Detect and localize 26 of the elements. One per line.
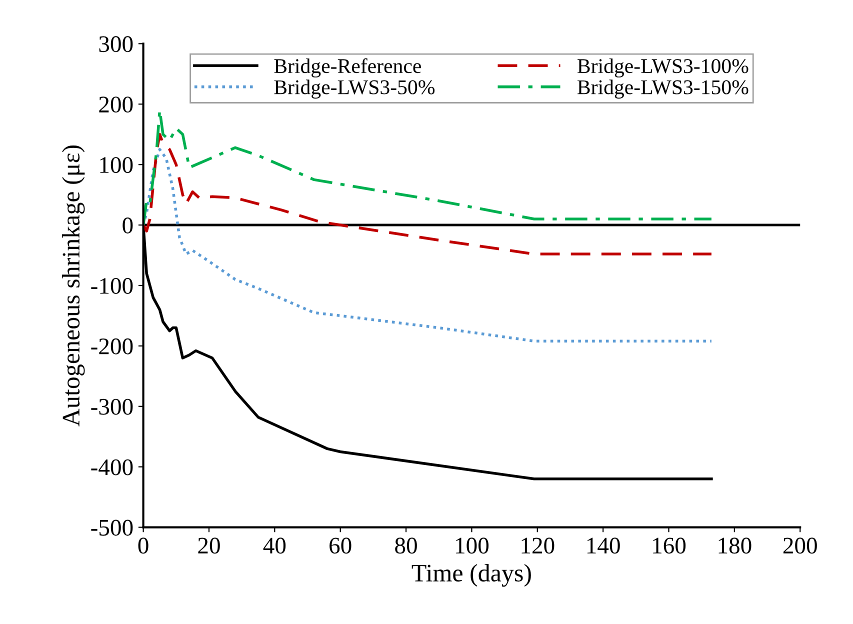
y-tick-label: -400 [91, 459, 133, 476]
legend-label: Bridge-LWS3-150% [578, 80, 748, 99]
legend-label: Bridge-LWS3-50% [274, 80, 435, 99]
y-tick-label: 200 [99, 96, 133, 113]
x-tick-label: 200 [783, 538, 817, 554]
legend-label: Bridge-Reference [274, 58, 421, 78]
y-axis-title: Autogeneous shrinkage (με) [62, 146, 85, 426]
y-tick-label: -100 [91, 278, 133, 294]
y-tick-label: 0 [122, 218, 133, 234]
legend-label: Bridge-LWS3-100% [578, 58, 748, 78]
x-tick-label: 60 [330, 538, 352, 554]
y-tick-label: -500 [91, 520, 133, 536]
x-tick-label: 140 [587, 538, 620, 554]
y-tick-label: 300 [99, 36, 133, 52]
x-tick-label: 0 [138, 538, 148, 554]
x-tick-label: 40 [263, 538, 286, 554]
y-tick-label: -200 [91, 338, 133, 354]
x-tick-label: 120 [522, 538, 554, 554]
x-tick-label: 180 [718, 538, 752, 554]
x-tick-label: 160 [653, 538, 686, 554]
x-tick-label: 100 [456, 538, 489, 554]
x-axis-title: Time (days) [412, 564, 531, 587]
y-tick-label: 100 [100, 157, 133, 174]
x-tick-label: 80 [395, 538, 417, 554]
y-tick-label: -300 [91, 398, 133, 415]
x-tick-label: 20 [198, 538, 220, 554]
